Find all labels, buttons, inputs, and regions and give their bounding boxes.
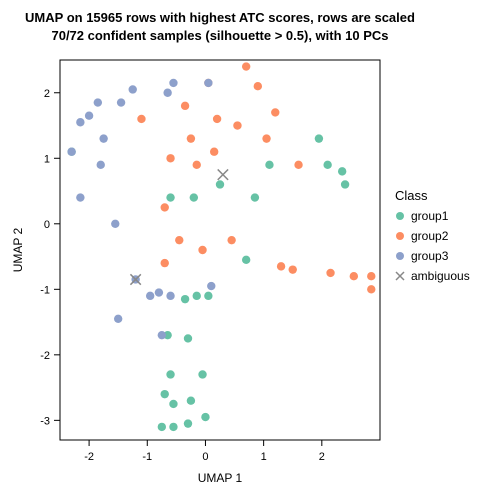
data-point — [198, 370, 206, 378]
y-tick-label: 0 — [44, 219, 50, 231]
data-point — [271, 108, 279, 116]
data-point — [227, 236, 235, 244]
data-point — [161, 390, 169, 398]
x-axis-label: UMAP 1 — [198, 471, 243, 485]
legend-title: Class — [395, 188, 428, 203]
x-tick-label: 2 — [319, 451, 325, 463]
data-point — [114, 315, 122, 323]
data-point — [166, 193, 174, 201]
data-point — [129, 85, 137, 93]
x-tick-label: 0 — [202, 451, 208, 463]
y-axis-label: UMAP 2 — [11, 227, 25, 272]
data-point — [161, 203, 169, 211]
y-tick-label: -1 — [40, 284, 50, 296]
data-point — [169, 79, 177, 87]
data-point — [323, 161, 331, 169]
chart-svg: UMAP on 15965 rows with highest ATC scor… — [0, 0, 504, 504]
data-point — [76, 118, 84, 126]
data-point — [207, 282, 215, 290]
data-point — [289, 265, 297, 273]
data-point — [254, 82, 262, 90]
data-point — [166, 292, 174, 300]
data-point — [184, 334, 192, 342]
data-point — [341, 180, 349, 188]
data-point — [265, 161, 273, 169]
chart-title-line1: UMAP on 15965 rows with highest ATC scor… — [25, 10, 415, 25]
y-tick-label: -2 — [40, 350, 50, 362]
data-point — [181, 295, 189, 303]
y-tick-label: 1 — [44, 153, 50, 165]
data-point — [169, 423, 177, 431]
data-point — [350, 272, 358, 280]
data-point — [94, 98, 102, 106]
points-group — [67, 62, 375, 431]
data-point — [277, 262, 285, 270]
data-point — [158, 423, 166, 431]
data-point — [166, 370, 174, 378]
data-point — [326, 269, 334, 277]
data-point — [184, 419, 192, 427]
data-point — [99, 134, 107, 142]
scatter-chart: UMAP on 15965 rows with highest ATC scor… — [0, 0, 504, 504]
data-point — [181, 102, 189, 110]
legend-swatch — [396, 252, 404, 260]
data-point — [146, 292, 154, 300]
chart-title-line2: 70/72 confident samples (silhouette > 0.… — [51, 28, 388, 43]
data-point — [233, 121, 241, 129]
data-point — [204, 292, 212, 300]
data-point — [242, 62, 250, 70]
data-point — [158, 331, 166, 339]
data-point — [111, 220, 119, 228]
data-point — [190, 193, 198, 201]
data-point — [155, 288, 163, 296]
data-point — [213, 115, 221, 123]
data-point — [117, 98, 125, 106]
data-point — [201, 413, 209, 421]
data-point — [161, 259, 169, 267]
data-point — [166, 154, 174, 162]
data-point — [163, 89, 171, 97]
data-point — [175, 236, 183, 244]
data-point — [169, 400, 177, 408]
legend-label: group1 — [411, 209, 449, 223]
data-point — [242, 256, 250, 264]
data-point — [137, 115, 145, 123]
data-point — [251, 193, 259, 201]
data-point — [294, 161, 302, 169]
y-tick-label: 2 — [44, 88, 50, 100]
data-point — [193, 292, 201, 300]
data-point — [367, 272, 375, 280]
data-point — [198, 246, 206, 254]
data-point — [67, 148, 75, 156]
data-point — [204, 79, 212, 87]
legend-swatch — [396, 212, 404, 220]
x-tick-label: -2 — [84, 451, 94, 463]
data-point — [187, 134, 195, 142]
legend-label: group3 — [411, 249, 449, 263]
legend-label: group2 — [411, 229, 449, 243]
data-point — [367, 285, 375, 293]
data-point — [338, 167, 346, 175]
data-point — [315, 134, 323, 142]
data-point — [97, 161, 105, 169]
data-point — [210, 148, 218, 156]
y-tick-label: -3 — [40, 415, 50, 427]
data-point — [85, 111, 93, 119]
data-point — [216, 180, 224, 188]
x-tick-label: -1 — [142, 451, 152, 463]
x-tick-label: 1 — [261, 451, 267, 463]
legend-label: ambiguous — [411, 269, 470, 283]
data-point — [262, 134, 270, 142]
data-point — [187, 396, 195, 404]
data-point — [76, 193, 84, 201]
data-point — [193, 161, 201, 169]
legend-swatch — [396, 232, 404, 240]
